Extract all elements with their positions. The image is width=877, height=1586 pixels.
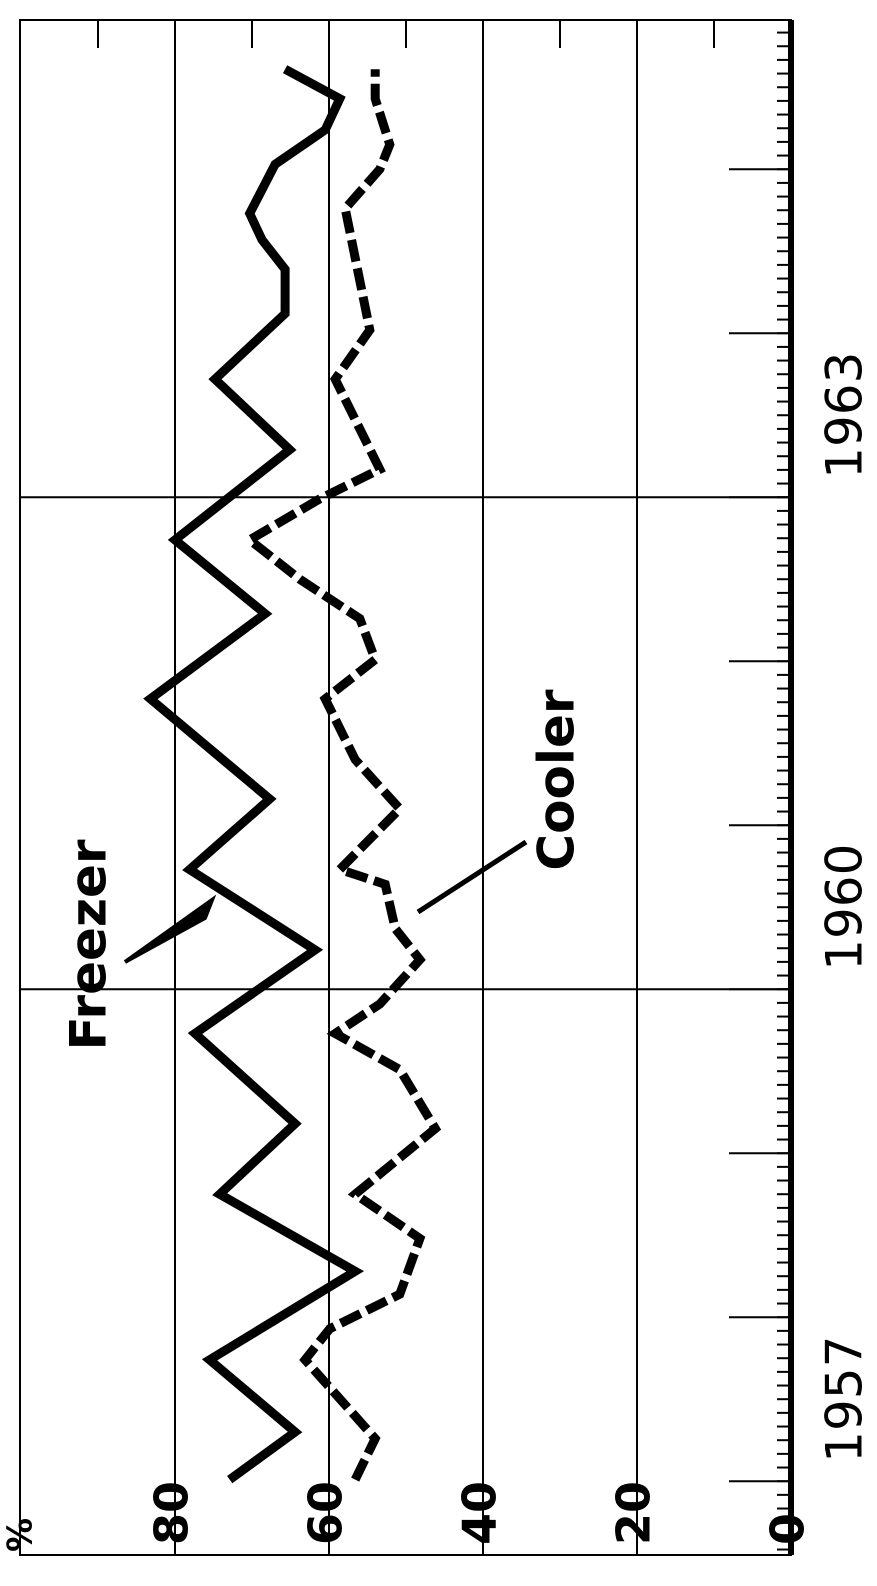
x-tick-label: 1960 xyxy=(816,844,874,971)
x-tick-label: 1957 xyxy=(816,1336,874,1463)
y-tick-label: 40 xyxy=(453,1481,507,1545)
y-tick-label: 60 xyxy=(299,1481,353,1545)
series-label: Cooler xyxy=(528,689,586,870)
cooler-pointer xyxy=(416,839,528,915)
y-unit-label: % xyxy=(1,1518,41,1552)
x-tick-label: 1963 xyxy=(816,352,874,479)
series-label: Freezer xyxy=(60,839,118,1050)
plot-frame xyxy=(19,19,792,1556)
series-line xyxy=(143,65,365,1484)
series-line xyxy=(241,69,442,1482)
freezer-pointer xyxy=(123,894,217,964)
y-tick-label: 20 xyxy=(607,1481,661,1545)
y-tick-label: 80 xyxy=(145,1481,199,1545)
y-tick-label: 0 xyxy=(761,1513,815,1545)
